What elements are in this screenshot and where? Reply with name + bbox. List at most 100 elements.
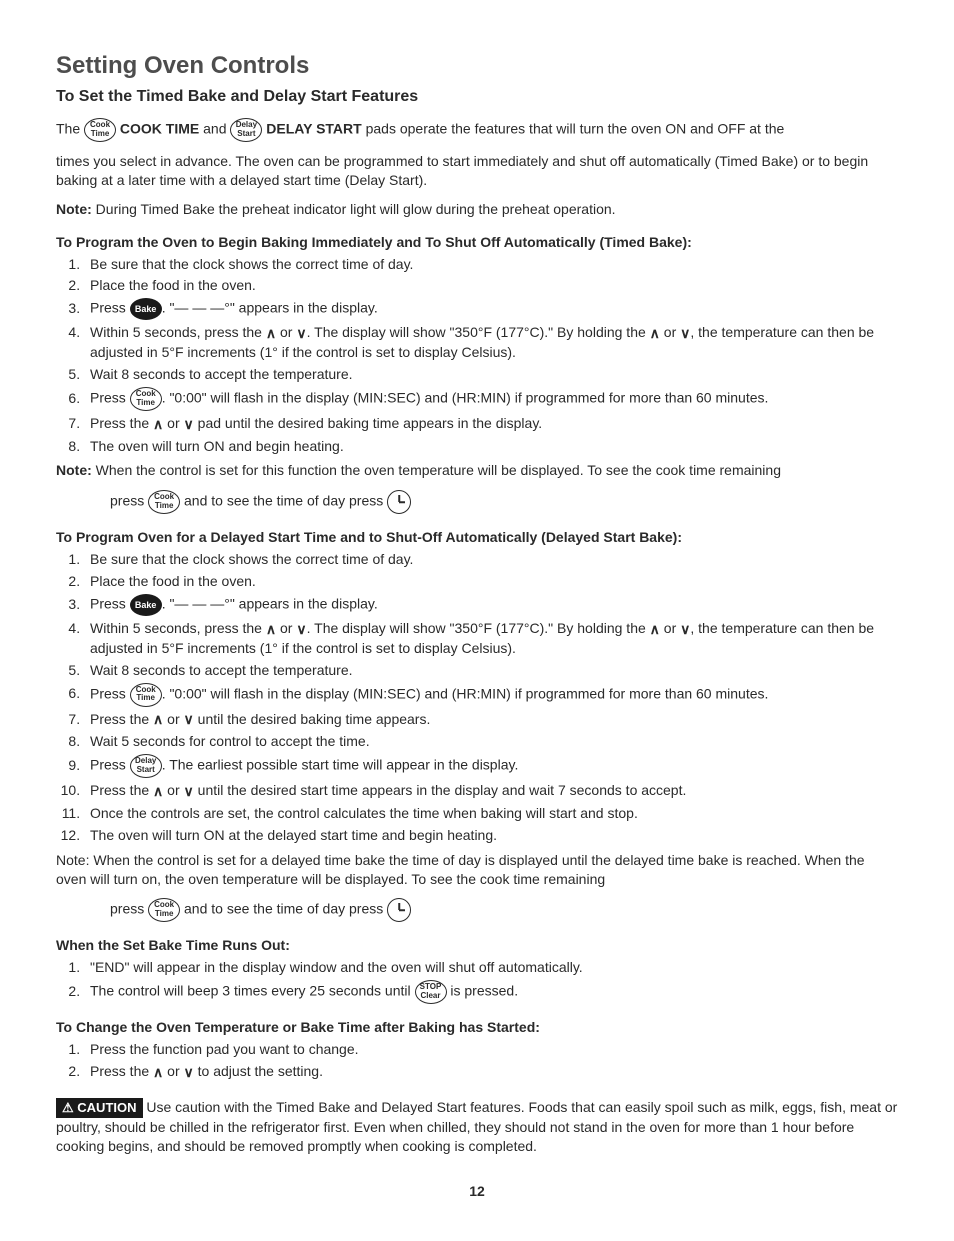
bake-pad-icon: Bake [130, 594, 162, 616]
text: Press [90, 685, 130, 701]
text: pads operate the features that will turn… [366, 121, 785, 137]
text: press [110, 901, 148, 917]
list-item: Press Bake. "— — —°" appears in the disp… [84, 594, 898, 616]
section-2-note: Note: When the control is set for a dela… [56, 851, 898, 889]
note-1: Note: During Timed Bake the preheat indi… [56, 200, 898, 219]
section-3-list: "END" will appear in the display window … [56, 958, 898, 1004]
list-item: Place the food in the oven. [84, 276, 898, 295]
text: . The earliest possible start time will … [162, 757, 519, 773]
cook-time-pad-icon: CookTime [148, 490, 180, 514]
up-arrow-icon: ∧ [650, 620, 660, 639]
text: COOK TIME [120, 121, 199, 137]
list-item: Press Bake. "— — —°" appears in the disp… [84, 298, 898, 320]
section-1-heading: To Program the Oven to Begin Baking Imme… [56, 233, 898, 252]
text: DELAY START [266, 121, 361, 137]
section-2-heading: To Program Oven for a Delayed Start Time… [56, 528, 898, 547]
clock-icon [387, 490, 411, 514]
list-item: Wait 8 seconds to accept the temperature… [84, 365, 898, 384]
down-arrow-icon: ∨ [680, 324, 690, 343]
text: press [110, 493, 148, 509]
text: . The display will show "350°F (177°C)."… [307, 620, 650, 636]
list-item: Press CookTime. "0:00" will flash in the… [84, 387, 898, 411]
down-arrow-icon: ∨ [296, 324, 306, 343]
cook-time-pad-icon: CookTime [130, 387, 162, 411]
list-item: Press the ∧ or ∨ until the desired start… [84, 781, 898, 801]
section-2-note-cont: press CookTime and to see the time of da… [110, 898, 898, 922]
intro-paragraph-1: The CookTime COOK TIME and DelayStart DE… [56, 118, 898, 142]
up-arrow-icon: ∧ [153, 1063, 163, 1082]
intro-paragraph-2: times you select in advance. The oven ca… [56, 152, 898, 190]
note-label: Note: [56, 462, 92, 478]
list-item: Press the ∧ or ∨ until the desired bakin… [84, 710, 898, 730]
delay-start-pad-icon: DelayStart [130, 754, 162, 778]
text: Press [90, 596, 130, 612]
text: and to see the time of day press [180, 901, 387, 917]
page-title: Setting Oven Controls [56, 50, 898, 82]
bake-pad-icon: Bake [130, 298, 162, 320]
section-4-list: Press the function pad you want to chang… [56, 1040, 898, 1082]
list-item: The control will beep 3 times every 25 s… [84, 980, 898, 1004]
note-label: Note: [56, 201, 92, 217]
section-2-list: Be sure that the clock shows the correct… [56, 550, 898, 844]
text: Within 5 seconds, press the [90, 620, 266, 636]
cook-time-pad-icon: CookTime [84, 118, 116, 142]
list-item: Press CookTime. "0:00" will flash in the… [84, 683, 898, 707]
text: and to see the time of day press [180, 493, 387, 509]
text: Press the [90, 782, 153, 798]
list-item: Place the food in the oven. [84, 572, 898, 591]
text: until the desired baking time appears. [194, 711, 431, 727]
up-arrow-icon: ∧ [153, 782, 163, 801]
up-arrow-icon: ∧ [153, 415, 163, 434]
delay-start-pad-icon: DelayStart [230, 118, 262, 142]
up-arrow-icon: ∧ [266, 324, 276, 343]
text: or [163, 1063, 183, 1079]
caution-paragraph: CAUTION Use caution with the Timed Bake … [56, 1098, 898, 1156]
list-item: Once the controls are set, the control c… [84, 804, 898, 823]
clock-icon [387, 898, 411, 922]
section-1-list: Be sure that the clock shows the correct… [56, 255, 898, 456]
text: or [660, 620, 680, 636]
section-1-note: Note: When the control is set for this f… [56, 461, 898, 480]
text: is pressed. [447, 983, 519, 999]
text: During Timed Bake the preheat indicator … [92, 201, 616, 217]
text: . "— — —°" appears in the display. [162, 596, 378, 612]
list-item: Press the ∧ or ∨ to adjust the setting. [84, 1062, 898, 1082]
text: . "0:00" will flash in the display (MIN:… [162, 685, 769, 701]
caution-badge: CAUTION [56, 1098, 143, 1118]
section-subtitle: To Set the Timed Bake and Delay Start Fe… [56, 86, 898, 108]
text: Use caution with the Timed Bake and Dela… [56, 1099, 897, 1154]
list-item: Press DelayStart. The earliest possible … [84, 754, 898, 778]
down-arrow-icon: ∨ [680, 620, 690, 639]
list-item: Be sure that the clock shows the correct… [84, 550, 898, 569]
page-number: 12 [56, 1182, 898, 1201]
text: to adjust the setting. [194, 1063, 323, 1079]
down-arrow-icon: ∨ [184, 415, 194, 434]
text: . The display will show "350°F (177°C)."… [307, 324, 650, 340]
text: or [276, 620, 296, 636]
text: Press the [90, 1063, 153, 1079]
text: Press [90, 390, 130, 406]
text: until the desired start time appears in … [194, 782, 687, 798]
cook-time-pad-icon: CookTime [130, 683, 162, 707]
up-arrow-icon: ∧ [650, 324, 660, 343]
down-arrow-icon: ∨ [184, 1063, 194, 1082]
text: Within 5 seconds, press the [90, 324, 266, 340]
up-arrow-icon: ∧ [266, 620, 276, 639]
text: Press the [90, 415, 153, 431]
text: pad until the desired baking time appear… [194, 415, 542, 431]
section-1-note-cont: press CookTime and to see the time of da… [110, 490, 898, 514]
text: The control will beep 3 times every 25 s… [90, 983, 415, 999]
text: or [660, 324, 680, 340]
down-arrow-icon: ∨ [184, 710, 194, 729]
text: or [163, 711, 183, 727]
text: Press [90, 757, 130, 773]
up-arrow-icon: ∧ [153, 710, 163, 729]
list-item: Wait 5 seconds for control to accept the… [84, 732, 898, 751]
text: The [56, 121, 84, 137]
text: or [163, 415, 183, 431]
list-item: "END" will appear in the display window … [84, 958, 898, 977]
text: Press [90, 300, 130, 316]
text: When the control is set for this functio… [92, 462, 781, 478]
stop-clear-pad-icon: STOPClear [415, 980, 447, 1004]
down-arrow-icon: ∨ [184, 782, 194, 801]
